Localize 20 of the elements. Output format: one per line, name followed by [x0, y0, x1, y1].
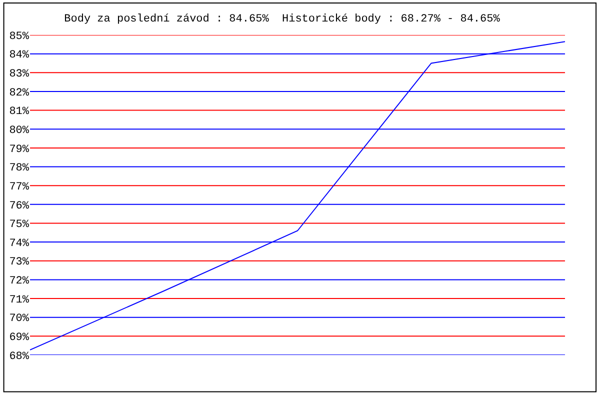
chart-title: Body za poslední závod : 84.65% Historické body : 68.27% - 84.65% — [64, 14, 500, 26]
y-tick-label: 74% — [9, 238, 30, 250]
y-tick-label: 82% — [9, 87, 30, 100]
line-series — [30, 41, 565, 350]
y-tick-label: 73% — [9, 256, 30, 269]
y-tick-label: 84% — [9, 50, 30, 62]
y-tick-label: 83% — [9, 68, 30, 80]
y-tick-label: 75% — [9, 219, 30, 232]
y-tick-label: 76% — [9, 200, 30, 212]
y-tick-label: 70% — [9, 313, 30, 326]
y-tick-label: 77% — [9, 181, 30, 194]
y-tick-label: 71% — [9, 294, 30, 306]
y-tick-label: 79% — [9, 144, 30, 156]
y-tick-label: 80% — [9, 124, 30, 137]
y-tick-label: 81% — [9, 106, 30, 118]
y-tick-label: 72% — [9, 276, 30, 288]
y-tick-label: 68% — [9, 350, 30, 363]
y-tick-label: 85% — [9, 30, 30, 43]
y-tick-label: 78% — [9, 162, 30, 175]
y-tick-label: 69% — [9, 332, 30, 344]
